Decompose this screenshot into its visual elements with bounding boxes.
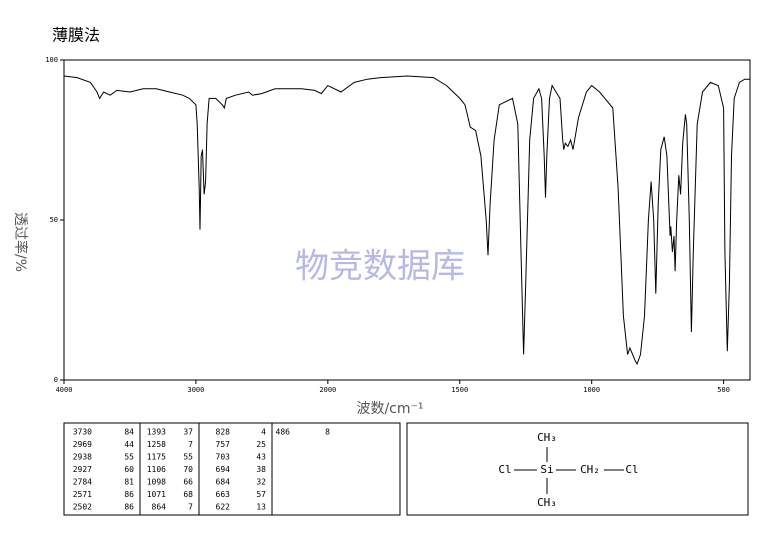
peak-transmittance: 4 <box>261 428 266 437</box>
peak-wavenumber: 2784 <box>73 478 92 487</box>
spectrum-line <box>63 75 750 366</box>
peak-wavenumber: 2938 <box>73 453 92 462</box>
peak-transmittance: 8 <box>325 428 330 437</box>
peak-wavenumber: 828 <box>216 428 231 437</box>
peak-transmittance: 43 <box>256 453 266 462</box>
peak-transmittance: 44 <box>124 440 134 449</box>
watermark: 物竞数据库 <box>295 247 465 287</box>
x-tick-label: 4000 <box>56 386 73 394</box>
peak-transmittance: 55 <box>124 453 134 462</box>
peak-transmittance: 7 <box>188 440 193 449</box>
peak-transmittance: 68 <box>183 490 193 499</box>
peak-wavenumber: 1393 <box>147 428 166 437</box>
peak-wavenumber: 3730 <box>73 428 92 437</box>
plot-frame <box>63 59 751 381</box>
peak-transmittance: 55 <box>183 453 193 462</box>
peak-transmittance: 70 <box>183 465 193 474</box>
x-tick-label: 1000 <box>583 386 600 394</box>
peak-wavenumber: 2571 <box>73 490 92 499</box>
peak-transmittance: 25 <box>256 440 266 449</box>
peak-wavenumber: 622 <box>216 503 231 512</box>
atom-label: CH₃ <box>537 496 557 509</box>
atom-label: Cl <box>625 463 638 476</box>
peak-wavenumber: 2927 <box>73 465 92 474</box>
x-tick-label: 2000 <box>319 386 336 394</box>
peak-wavenumber: 684 <box>216 478 231 487</box>
chart-title: 薄膜法 <box>52 26 100 45</box>
peak-transmittance: 84 <box>124 428 134 437</box>
y-tick-label: 0 <box>54 376 58 384</box>
peak-transmittance: 57 <box>256 490 266 499</box>
atom-label: Si <box>540 463 553 476</box>
y-tick-label: 50 <box>50 216 58 224</box>
y-tick-label: 100 <box>45 56 58 64</box>
peak-transmittance: 86 <box>124 490 134 499</box>
peak-wavenumber: 1175 <box>147 453 166 462</box>
peak-table-frame <box>63 422 401 516</box>
structure-frame <box>406 422 749 516</box>
peak-transmittance: 60 <box>124 465 134 474</box>
peak-wavenumber: 1071 <box>147 490 166 499</box>
peak-wavenumber: 1098 <box>147 478 166 487</box>
peak-wavenumber: 2969 <box>73 440 92 449</box>
peak-transmittance: 13 <box>256 503 266 512</box>
x-tick-label: 3000 <box>187 386 204 394</box>
peak-transmittance: 81 <box>124 478 134 487</box>
peak-transmittance: 38 <box>256 465 266 474</box>
atom-label: Cl <box>498 463 511 476</box>
peak-transmittance: 86 <box>124 503 134 512</box>
x-tick-label: 1500 <box>451 386 468 394</box>
atom-label: CH₂ <box>580 463 600 476</box>
peak-wavenumber: 864 <box>152 503 167 512</box>
peak-wavenumber: 1106 <box>147 465 166 474</box>
peak-transmittance: 32 <box>256 478 266 487</box>
peak-wavenumber: 2502 <box>73 503 92 512</box>
atom-label: CH₃ <box>537 431 557 444</box>
peak-wavenumber: 486 <box>276 428 291 437</box>
peak-transmittance: 7 <box>188 503 193 512</box>
peak-transmittance: 66 <box>183 478 193 487</box>
peak-transmittance: 37 <box>183 428 193 437</box>
x-axis-label: 波数/cm⁻¹ <box>356 401 423 417</box>
peak-wavenumber: 663 <box>216 490 231 499</box>
peak-wavenumber: 703 <box>216 453 231 462</box>
peak-wavenumber: 757 <box>216 440 231 449</box>
structure-bonds <box>514 447 624 494</box>
y-axis-label: 透过率/% <box>12 212 29 272</box>
peak-wavenumber: 694 <box>216 465 231 474</box>
x-tick-label: 500 <box>717 386 730 394</box>
peak-wavenumber: 1258 <box>147 440 166 449</box>
